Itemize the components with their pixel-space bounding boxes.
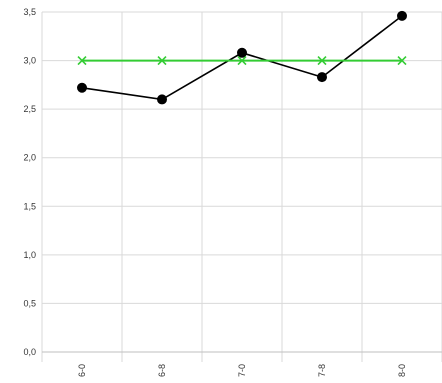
x-tick-label: 8-0: [397, 364, 407, 377]
x-tick-label: 7-0: [237, 364, 247, 377]
data-point: [77, 56, 87, 66]
y-tick-label: 2,0: [23, 153, 36, 163]
tick-labels: 0,0 0,5 1,0 1,5 2,0 2,5 3,0 3,5 6-0 6-8 7-0 7-8 8-0: [23, 7, 407, 377]
y-tick-label: 0,5: [23, 298, 36, 308]
data-point: [157, 56, 167, 66]
data-point: [397, 56, 407, 66]
series-layer: [77, 10, 407, 105]
x-tick-label: 6-8: [157, 364, 167, 377]
y-tick-label: 1,0: [23, 250, 36, 260]
y-tick-label: 2,5: [23, 104, 36, 114]
data-point: [317, 56, 327, 66]
data-point: [397, 10, 407, 21]
data-point: [317, 72, 327, 83]
data-point: [157, 94, 167, 105]
x-tick-label: 6-0: [77, 364, 87, 377]
series-1: [77, 56, 407, 66]
data-point: [237, 47, 247, 58]
x-tick-label: 7-8: [317, 364, 327, 377]
series-0: [77, 10, 407, 105]
data-point: [237, 56, 247, 66]
y-tick-label: 0,0: [23, 347, 36, 357]
y-tick-label: 1,5: [23, 201, 36, 211]
y-tick-label: 3,5: [23, 7, 36, 17]
grid: [41, 11, 442, 362]
data-point: [77, 82, 87, 93]
y-tick-label: 3,0: [23, 56, 36, 66]
